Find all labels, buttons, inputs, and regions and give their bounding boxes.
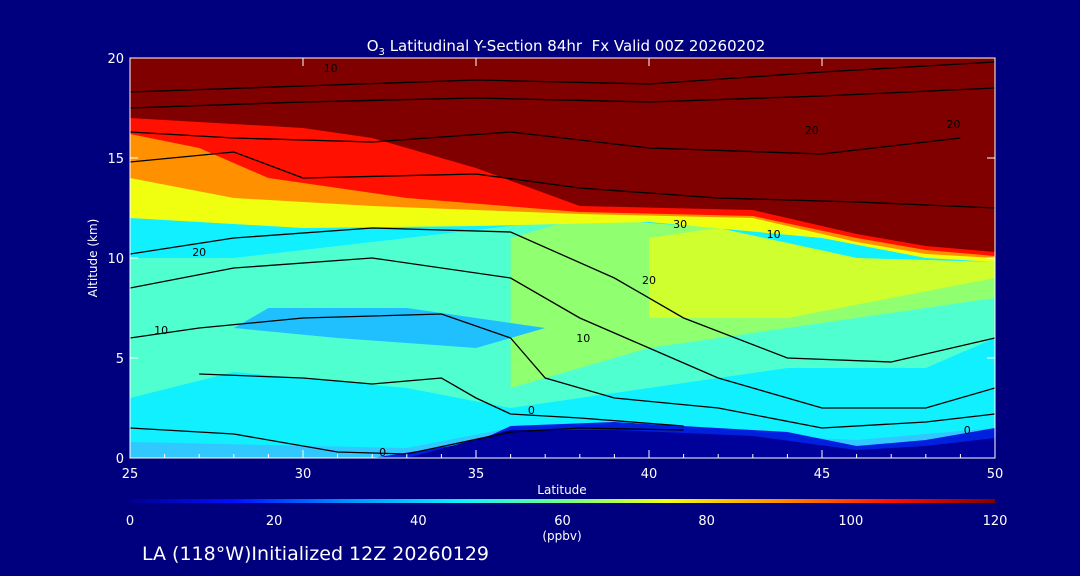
colorbar-tick-label: 20 <box>266 514 283 529</box>
contour-label: 0 <box>528 404 535 417</box>
contour-label: 10 <box>324 62 338 75</box>
colorbar-ticks: 0 20 40 60 80 100 120 <box>126 514 1008 529</box>
contour-line <box>130 61 995 93</box>
y-tick-label: 10 <box>107 252 124 267</box>
y-tick-label: 0 <box>116 452 124 467</box>
colorbar-tick-label: 60 <box>554 514 571 529</box>
x-tick-label: 35 <box>468 467 485 482</box>
contour-label: 0 <box>964 424 971 437</box>
contour-label: 20 <box>805 124 819 137</box>
y-axis-label: Altitude (km) <box>86 219 100 298</box>
field-band-upper-darkred <box>130 58 995 252</box>
colorbar-unit-label: (ppbv) <box>542 529 581 543</box>
contour-label: 20 <box>192 246 206 259</box>
contour-label: 20 <box>947 118 961 131</box>
contour-line <box>130 227 995 363</box>
x-axis-label: Latitude <box>537 483 586 497</box>
contour-label: 10 <box>767 228 781 241</box>
colorbar-tick-label: 80 <box>698 514 715 529</box>
field-band-70 <box>649 228 995 318</box>
colorbar <box>130 499 995 503</box>
contour-line <box>130 313 995 429</box>
contour-label: 10 <box>154 324 168 337</box>
x-tick-label: 25 <box>122 467 139 482</box>
colorbar-tick-label: 100 <box>838 514 863 529</box>
contour-label: 0 <box>379 446 386 459</box>
colorbar-tick-label: 0 <box>126 514 134 529</box>
y-tick-label: 15 <box>107 152 124 167</box>
contour-line <box>130 151 995 209</box>
footer-caption: LA (118°W)Initialized 12Z 20260129 <box>142 543 489 565</box>
contour-label: 10 <box>576 332 590 345</box>
contour-line <box>130 131 961 155</box>
chart-title: O3 Latitudinal Y-Section 84hr Fx Valid 0… <box>367 37 766 58</box>
colorbar-tick-label: 120 <box>983 514 1008 529</box>
contour-line <box>130 87 995 109</box>
x-tick-label: 50 <box>987 467 1004 482</box>
axes: 25 30 35 40 45 50 0 5 10 15 20 <box>107 52 1003 482</box>
field-band-ground <box>406 430 995 458</box>
contour-line <box>199 373 684 427</box>
ozone-field <box>130 58 995 458</box>
colorbar-tick-label: 40 <box>410 514 427 529</box>
y-tick-label: 20 <box>107 52 124 67</box>
contour-line <box>130 257 995 409</box>
x-tick-label: 45 <box>814 467 831 482</box>
contour-lines: 0 0 0 10 10 10 20 20 20 30 10 20 <box>130 61 995 459</box>
contour-label: 30 <box>673 218 687 231</box>
contour-label: 20 <box>642 274 656 287</box>
y-tick-label: 5 <box>116 352 124 367</box>
x-tick-label: 40 <box>641 467 658 482</box>
x-tick-label: 30 <box>295 467 312 482</box>
